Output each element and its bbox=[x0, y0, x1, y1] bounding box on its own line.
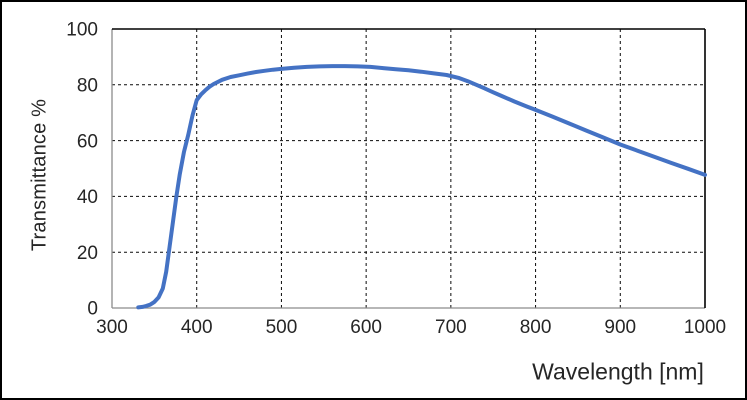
x-tick-label: 300 bbox=[96, 317, 128, 338]
x-tick-label: 1000 bbox=[684, 317, 726, 338]
y-axis-title: Transmittance % bbox=[28, 98, 51, 252]
y-tick-label: 40 bbox=[77, 187, 98, 208]
x-tick-label: 400 bbox=[181, 317, 213, 338]
x-tick-label: 800 bbox=[520, 317, 552, 338]
x-tick-label: 900 bbox=[604, 317, 636, 338]
x-axis-title: Wavelength [nm] bbox=[532, 358, 704, 385]
y-tick-label: 80 bbox=[77, 75, 98, 96]
transmittance-curve bbox=[136, 64, 707, 310]
y-tick-label: 0 bbox=[87, 299, 98, 320]
x-tick-label: 600 bbox=[350, 317, 382, 338]
x-tick-label: 500 bbox=[266, 317, 298, 338]
x-tick-label: 700 bbox=[435, 317, 467, 338]
y-tick-label: 20 bbox=[77, 243, 98, 264]
y-tick-label: 60 bbox=[77, 131, 98, 152]
y-tick-label: 100 bbox=[66, 20, 98, 41]
